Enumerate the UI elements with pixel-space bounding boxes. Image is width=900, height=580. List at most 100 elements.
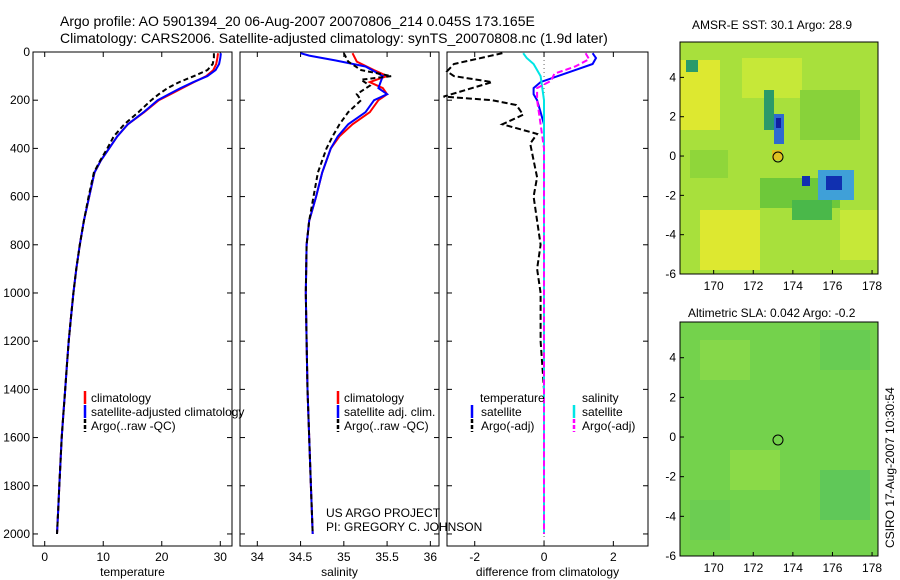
legend-label-temp-satellite: satellite bbox=[481, 405, 522, 419]
map-y-tick-label: 0 bbox=[669, 430, 676, 444]
map-x-tick-label: 170 bbox=[704, 561, 724, 575]
map-x-tick-label: 176 bbox=[822, 279, 842, 293]
map-x-tick-label: 178 bbox=[862, 561, 882, 575]
map-x-tick-label: 174 bbox=[783, 279, 803, 293]
project-pi: PI: GREGORY C. JOHNSON bbox=[326, 520, 482, 534]
y-tick-label: 200 bbox=[10, 93, 30, 107]
map-y-tick-label: -4 bbox=[665, 509, 676, 523]
sst-map-frame bbox=[679, 41, 879, 275]
sst-patch bbox=[776, 118, 781, 128]
map-y-tick-label: 2 bbox=[669, 110, 676, 124]
x-tick-label: 34.5 bbox=[289, 550, 313, 564]
sla-patch bbox=[690, 500, 730, 540]
x-tick-label: 2 bbox=[610, 550, 617, 564]
x-tick-label: 20 bbox=[155, 550, 169, 564]
sst-map: AMSR-E SST: 30.1 Argo: 28.9 170 172 174 176… bbox=[665, 18, 882, 293]
x-tick-label: 35 bbox=[337, 550, 351, 564]
sla-map: Altimetric SLA: 0.042 Argo: -0.2 170 172 1… bbox=[665, 306, 882, 575]
series-line bbox=[522, 52, 545, 534]
map-y-tick-label: 2 bbox=[669, 390, 676, 404]
axes-frame bbox=[239, 51, 440, 547]
map-y-tick-label: -6 bbox=[665, 267, 676, 281]
x-tick-label: 35.5 bbox=[375, 550, 399, 564]
series-line bbox=[56, 53, 222, 535]
legend-label-argo: Argo(..raw -QC) bbox=[344, 419, 429, 433]
project-name: US ARGO PROJECT bbox=[326, 506, 441, 520]
sst-map-title: AMSR-E SST: 30.1 Argo: 28.9 bbox=[692, 18, 852, 32]
x-tick-label: 10 bbox=[97, 550, 111, 564]
y-tick-label: 1200 bbox=[3, 334, 30, 348]
temperature-panel: 0 10 20 30 0 200 400 600 800 1000 1200 1400 1600 1800… bbox=[3, 45, 233, 579]
y-tick-label: 0 bbox=[23, 45, 30, 59]
sst-patch bbox=[686, 60, 698, 72]
header-line1: Argo profile: AO 5901394_20 06-Aug-2007 … bbox=[60, 13, 535, 29]
x-tick-label: 30 bbox=[214, 550, 228, 564]
series-line bbox=[536, 52, 591, 534]
legend-label-satellite: satellite adj. clim. bbox=[344, 405, 435, 419]
legend-heading-temperature: temperature bbox=[480, 391, 545, 405]
x-tick-label: 34 bbox=[251, 550, 265, 564]
sla-patch bbox=[700, 340, 750, 380]
sst-patch bbox=[802, 176, 810, 186]
sst-patch bbox=[690, 150, 728, 178]
map-y-tick-label: -4 bbox=[665, 228, 676, 242]
map-x-tick-label: 174 bbox=[783, 561, 803, 575]
sla-patch bbox=[820, 470, 870, 520]
legend-label-climatology: climatology bbox=[344, 391, 404, 405]
y-tick-label: 400 bbox=[10, 141, 30, 155]
series-line bbox=[304, 52, 392, 535]
map-x-tick-label: 172 bbox=[743, 279, 763, 293]
sla-patch bbox=[820, 330, 870, 370]
legend-label-sal-argo: Argo(-adj) bbox=[582, 419, 635, 433]
series-line bbox=[300, 52, 390, 535]
x-tick-label: 0 bbox=[541, 550, 548, 564]
legend-label-sal-satellite: satellite bbox=[582, 405, 623, 419]
legend-label-argo: Argo(..raw -QC) bbox=[91, 419, 176, 433]
y-tick-label: 1800 bbox=[3, 479, 30, 493]
sst-patch bbox=[764, 90, 774, 130]
sst-patch bbox=[772, 150, 782, 160]
series-line bbox=[532, 52, 598, 534]
salinity-panel: 34 34.5 35 35.5 36 salinity bbox=[239, 51, 440, 579]
sla-argo-marker bbox=[772, 434, 784, 446]
y-tick-label: 600 bbox=[10, 190, 30, 204]
map-y-tick-label: -2 bbox=[665, 470, 676, 484]
salinity-legend: climatology satellite adj. clim. Argo(..… bbox=[336, 391, 435, 433]
y-tick-label: 1600 bbox=[3, 431, 30, 445]
series-line bbox=[56, 53, 215, 535]
map-x-tick-label: 170 bbox=[704, 279, 724, 293]
x-axis-label: difference from climatology bbox=[476, 565, 619, 579]
y-tick-label: 2000 bbox=[3, 527, 30, 541]
x-axis-label: salinity bbox=[321, 565, 358, 579]
axes-frame bbox=[446, 51, 649, 547]
sst-patch bbox=[840, 210, 878, 260]
y-tick-label: 1000 bbox=[3, 286, 30, 300]
sst-patch bbox=[800, 90, 860, 140]
header-line2: Climatology: CARS2006. Satellite-adjuste… bbox=[60, 30, 608, 46]
map-x-tick-label: 172 bbox=[743, 561, 763, 575]
map-y-tick-label: -2 bbox=[665, 188, 676, 202]
map-x-tick-label: 178 bbox=[862, 279, 882, 293]
map-x-tick-label: 176 bbox=[822, 561, 842, 575]
series-line bbox=[56, 53, 219, 535]
x-axis-label: temperature bbox=[100, 565, 165, 579]
difference-legend: temperature satellite Argo(-adj) salinit… bbox=[470, 391, 635, 433]
sla-map-title: Altimetric SLA: 0.042 Argo: -0.2 bbox=[688, 306, 856, 320]
x-tick-label: -2 bbox=[469, 550, 480, 564]
x-tick-label: 36 bbox=[424, 550, 438, 564]
x-tick-label: 0 bbox=[41, 550, 48, 564]
temperature-legend: climatology satellite-adjusted climatolo… bbox=[83, 391, 244, 433]
credit-stamp: CSIRO 17-Aug-2007 10:30:54 bbox=[883, 387, 897, 548]
sst-patch bbox=[700, 210, 760, 270]
axes-frame bbox=[32, 51, 233, 547]
map-y-tick-label: -6 bbox=[665, 549, 676, 563]
sst-patch bbox=[774, 114, 784, 144]
legend-label-temp-argo: Argo(-adj) bbox=[481, 419, 534, 433]
sst-patch bbox=[826, 176, 842, 190]
map-y-tick-label: 0 bbox=[669, 149, 676, 163]
legend-label-satellite-adjusted: satellite-adjusted climatology bbox=[91, 405, 244, 419]
sst-argo-marker bbox=[772, 151, 784, 163]
series-line bbox=[443, 52, 545, 534]
